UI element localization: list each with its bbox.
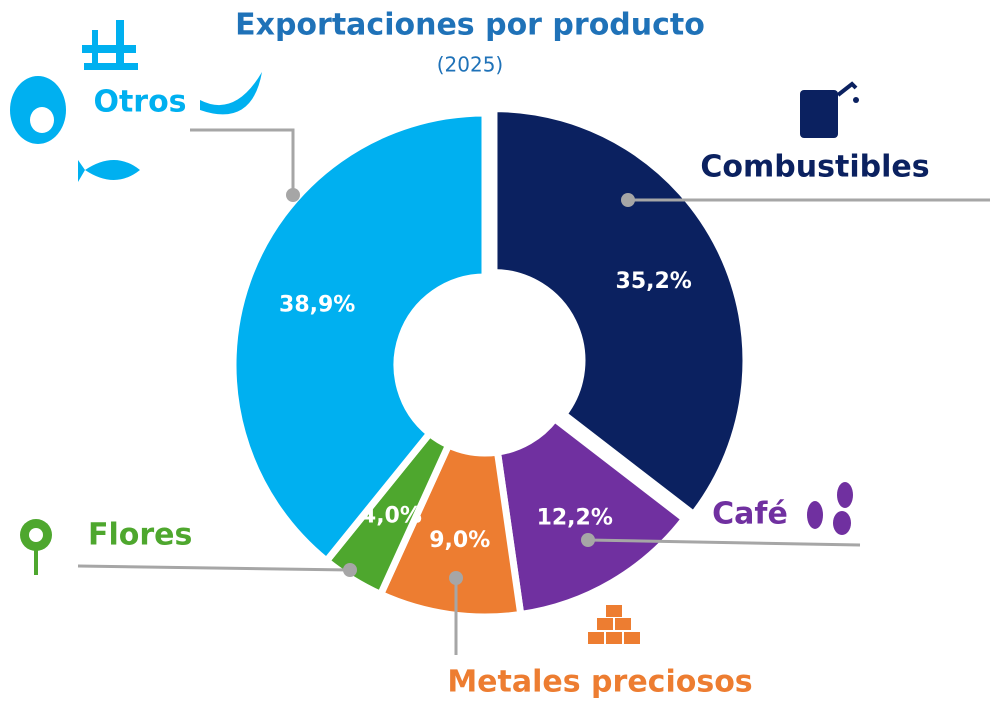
leader-line — [587, 538, 861, 547]
icon-avocado — [10, 76, 66, 144]
leader-dot — [449, 571, 463, 585]
donut-slice — [490, 105, 750, 520]
leader-dot — [343, 563, 357, 577]
value-label: 38,9% — [279, 293, 355, 318]
leader-dot — [286, 188, 300, 202]
chart-title: Exportaciones por producto — [235, 8, 705, 43]
category-label: Otros — [93, 85, 186, 120]
icon-banana — [200, 72, 262, 115]
leader-line — [190, 128, 295, 195]
icon-gold — [588, 605, 640, 644]
leader-line — [77, 564, 351, 572]
icon-flower — [20, 519, 52, 575]
category-label: Combustibles — [700, 150, 929, 185]
icon-coffee — [807, 482, 853, 535]
icon-oil — [82, 20, 138, 70]
value-label: 35,2% — [616, 269, 692, 294]
value-label: 12,2% — [537, 506, 613, 531]
chart-subtitle: (2025) — [437, 53, 504, 77]
category-label: Metales preciosos — [447, 665, 752, 700]
category-label: Café — [712, 497, 788, 532]
donut-slice — [229, 109, 489, 566]
value-label: 9,0% — [429, 528, 490, 553]
donut-slice — [493, 413, 690, 619]
icon-fish — [78, 160, 140, 182]
leader-dot — [581, 533, 595, 547]
category-label: Flores — [88, 518, 192, 553]
icon-fuel — [800, 81, 859, 138]
leader-dot — [621, 193, 635, 207]
